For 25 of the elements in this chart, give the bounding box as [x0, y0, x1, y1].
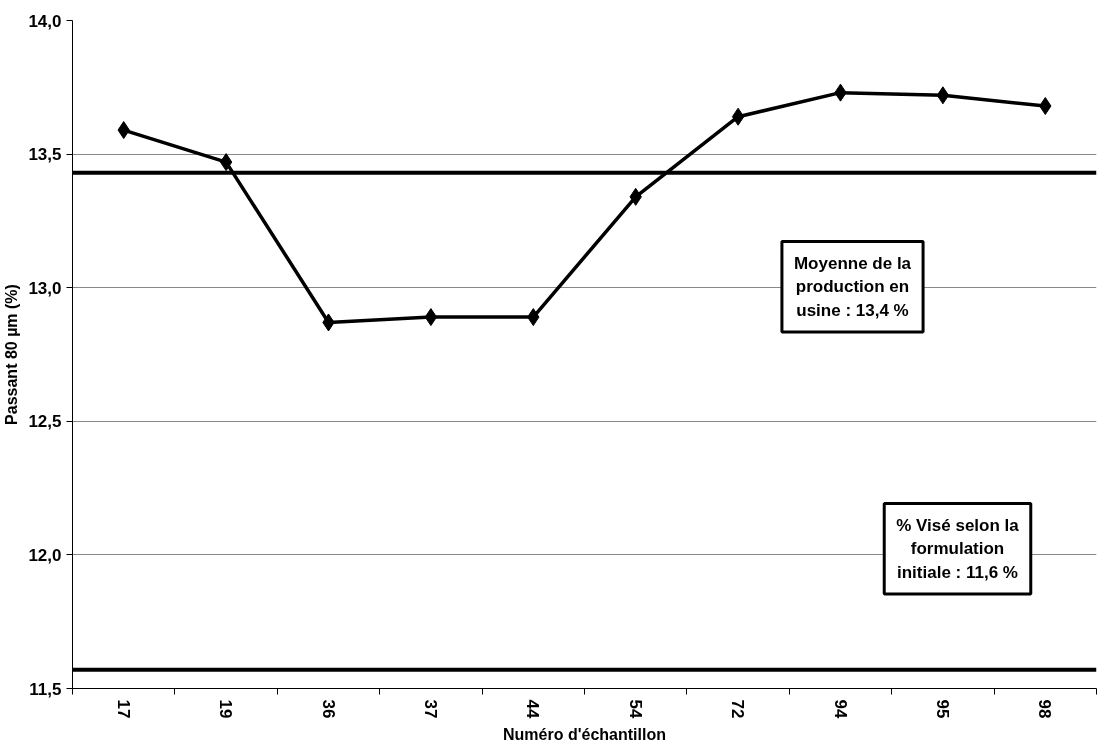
x-tick-label: 37 [420, 699, 440, 719]
x-tick-label: 44 [523, 699, 543, 719]
y-tick-label: 13,0 [28, 278, 62, 298]
x-tick-label: 17 [113, 699, 133, 719]
x-tick-label: 98 [1035, 699, 1055, 719]
x-tick-label: 19 [216, 699, 236, 719]
y-tick-label: 14,0 [28, 11, 62, 31]
x-tick-label: 36 [318, 699, 338, 719]
x-tick-label: 95 [932, 699, 952, 719]
point [731, 107, 745, 126]
annotation: % Visé selon la formulation initiale : 11,6 % [896, 515, 1020, 582]
x-tick-label: 72 [728, 699, 748, 719]
y-tick-label: 13,5 [28, 145, 62, 165]
y-axis-title: Passant 80 µm (%) [3, 284, 21, 425]
point [424, 308, 438, 327]
point [936, 86, 950, 105]
y-tick-label: 12,5 [28, 412, 62, 432]
point [219, 153, 233, 172]
x-axis-title: Numéro d'échantillon [503, 726, 666, 744]
x-tick-label: 94 [830, 699, 850, 719]
point [1039, 97, 1052, 115]
y-tick-label: 11,5 [29, 679, 62, 699]
x-tick-label: 54 [625, 699, 645, 719]
annotation: Moyenne de la production en usine : 13,4 % [793, 253, 912, 320]
y-tick-label: 12,0 [28, 545, 62, 565]
